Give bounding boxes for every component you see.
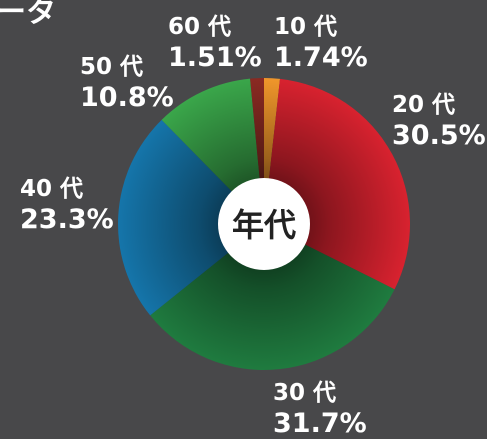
value-label: 23.3%	[20, 204, 114, 235]
category-label: 20 代	[392, 92, 455, 118]
value-label: 10.8%	[80, 82, 174, 113]
category-label: 60 代	[168, 14, 231, 40]
value-label: 30.5%	[392, 120, 486, 151]
center-circle	[218, 178, 310, 270]
chart-title: ータ	[0, 0, 56, 30]
value-label: 31.7%	[273, 408, 367, 439]
center-label: 年代	[232, 206, 296, 244]
value-label: 1.74%	[274, 42, 368, 73]
value-label: 1.51%	[168, 42, 262, 73]
category-label: 30 代	[273, 380, 336, 406]
category-label: 50 代	[80, 54, 143, 80]
category-label: 10 代	[274, 14, 337, 40]
category-label: 40 代	[20, 176, 83, 202]
